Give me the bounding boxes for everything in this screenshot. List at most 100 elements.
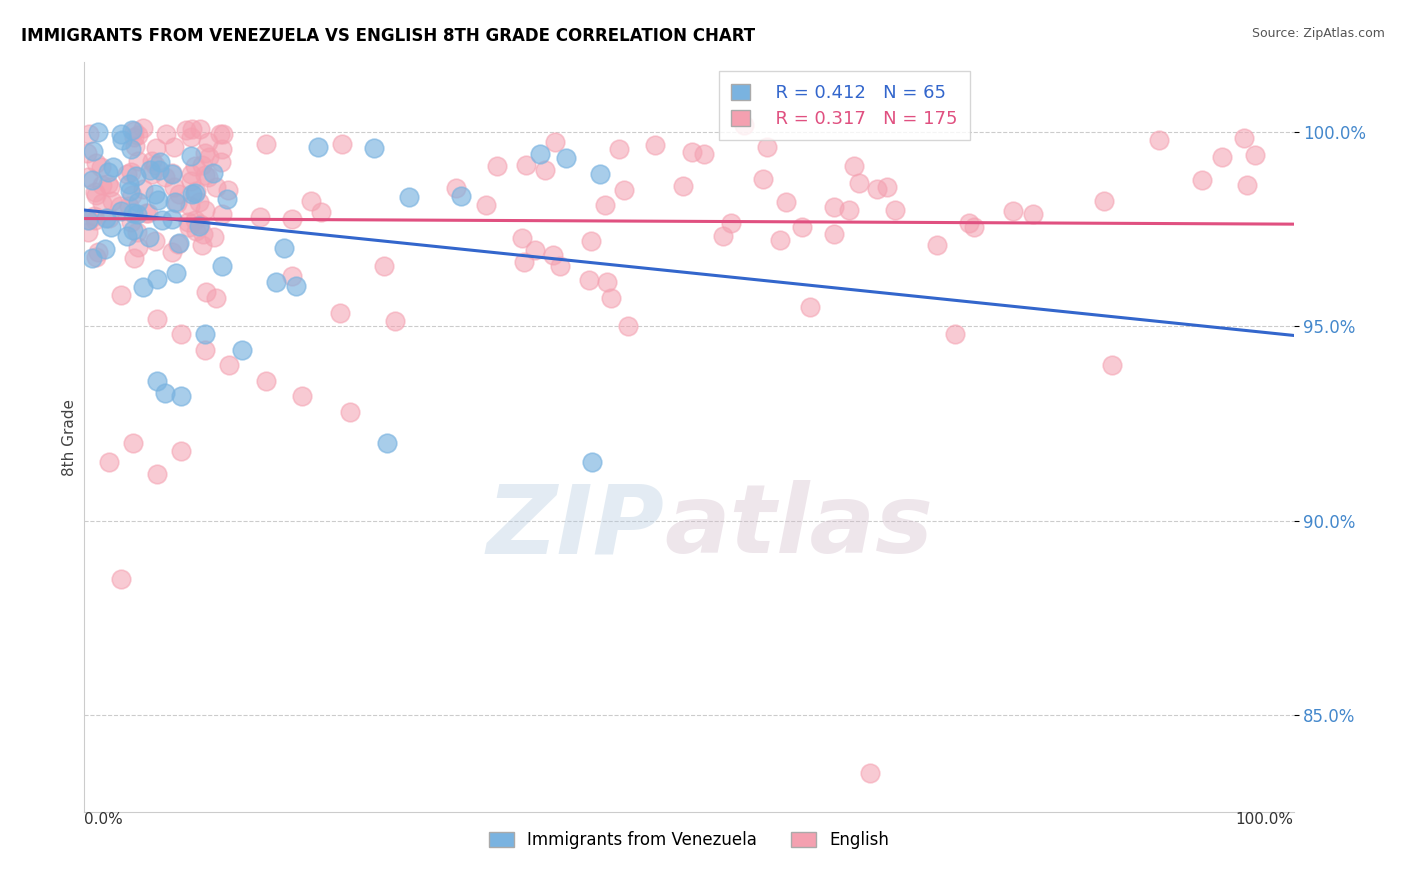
Point xyxy=(307,140,329,154)
Point xyxy=(153,169,176,184)
Point xyxy=(181,186,204,201)
Point xyxy=(823,200,845,214)
Point xyxy=(108,199,131,213)
Point xyxy=(132,280,155,294)
Point xyxy=(541,248,564,262)
Point xyxy=(98,211,121,225)
Legend: Immigrants from Venezuela, English: Immigrants from Venezuela, English xyxy=(482,824,896,855)
Point xyxy=(120,142,142,156)
Point xyxy=(98,179,121,194)
Text: Source: ZipAtlas.com: Source: ZipAtlas.com xyxy=(1251,27,1385,40)
Point xyxy=(170,443,193,458)
Point xyxy=(529,147,551,161)
Point xyxy=(769,233,792,247)
Point xyxy=(249,210,271,224)
Point xyxy=(127,154,149,169)
Point xyxy=(211,207,233,221)
Point xyxy=(963,220,986,235)
Point xyxy=(593,198,616,212)
Point xyxy=(110,288,132,302)
Point xyxy=(513,254,536,268)
Text: IMMIGRANTS FROM VENEZUELA VS ENGLISH 8TH GRADE CORRELATION CHART: IMMIGRANTS FROM VENEZUELA VS ENGLISH 8TH… xyxy=(21,27,755,45)
Point xyxy=(264,276,287,290)
Point xyxy=(167,235,190,250)
Point xyxy=(146,467,169,481)
Point xyxy=(170,327,193,342)
Point xyxy=(82,173,104,187)
Point xyxy=(160,165,183,179)
Point xyxy=(127,239,149,253)
Point xyxy=(1236,178,1258,192)
Point xyxy=(90,196,112,211)
Point xyxy=(153,386,176,401)
Point xyxy=(672,179,695,194)
Point xyxy=(384,314,406,328)
Point xyxy=(132,182,155,196)
Point xyxy=(97,455,120,469)
Point xyxy=(515,157,537,171)
Point xyxy=(329,306,352,320)
Point xyxy=(167,237,190,252)
Point xyxy=(790,220,813,235)
Point xyxy=(146,193,169,207)
Point xyxy=(609,142,631,156)
Point xyxy=(197,169,219,184)
Point xyxy=(97,165,120,179)
Point xyxy=(280,212,302,227)
Point xyxy=(291,389,314,403)
Point xyxy=(177,219,200,234)
Point xyxy=(77,127,100,141)
Point xyxy=(118,177,141,191)
Point xyxy=(111,133,134,147)
Point xyxy=(141,167,163,181)
Point xyxy=(1001,204,1024,219)
Point xyxy=(94,211,117,225)
Point xyxy=(194,168,217,182)
Point xyxy=(127,128,149,143)
Point xyxy=(122,206,145,220)
Point xyxy=(202,230,225,244)
Point xyxy=(122,124,145,138)
Point xyxy=(1147,133,1170,147)
Point xyxy=(110,203,132,218)
Point xyxy=(218,358,240,372)
Point xyxy=(170,389,193,403)
Point xyxy=(1022,207,1045,221)
Point xyxy=(596,275,619,289)
Point xyxy=(91,178,114,192)
Point xyxy=(799,300,821,314)
Point xyxy=(281,269,304,284)
Point xyxy=(97,177,120,191)
Point xyxy=(145,141,167,155)
Point xyxy=(135,206,157,220)
Point xyxy=(186,224,208,238)
Point xyxy=(162,167,184,181)
Point xyxy=(150,213,173,227)
Point xyxy=(217,183,239,197)
Point xyxy=(117,167,139,181)
Point xyxy=(87,125,110,139)
Point xyxy=(86,250,108,264)
Point xyxy=(83,213,105,227)
Point xyxy=(145,234,167,248)
Point xyxy=(188,219,211,233)
Point xyxy=(523,243,546,257)
Point xyxy=(866,181,889,195)
Point xyxy=(120,215,142,229)
Point xyxy=(205,291,228,305)
Point xyxy=(543,135,565,149)
Point xyxy=(720,216,742,230)
Point xyxy=(125,207,148,221)
Y-axis label: 8th Grade: 8th Grade xyxy=(62,399,77,475)
Point xyxy=(579,234,602,248)
Point xyxy=(925,237,948,252)
Point xyxy=(589,167,612,181)
Point xyxy=(205,180,228,194)
Point xyxy=(208,127,231,141)
Point xyxy=(162,211,184,226)
Point xyxy=(617,319,640,334)
Text: 100.0%: 100.0% xyxy=(1236,812,1294,827)
Point xyxy=(848,176,870,190)
Point xyxy=(548,259,571,273)
Point xyxy=(1101,358,1123,372)
